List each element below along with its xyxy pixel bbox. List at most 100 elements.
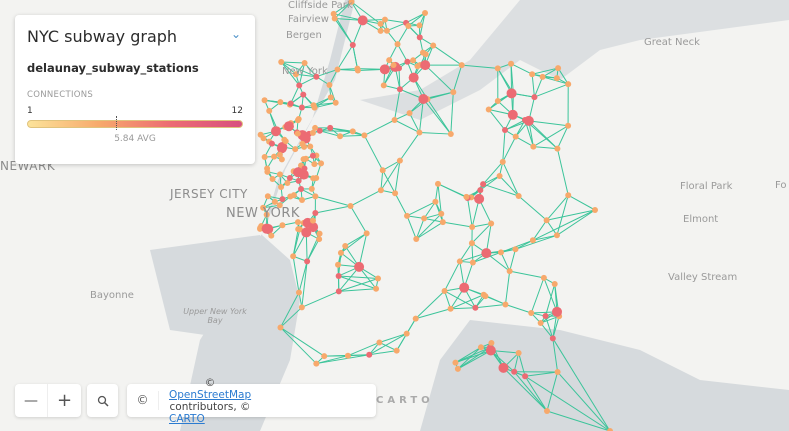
station-node[interactable] <box>348 0 355 5</box>
station-node[interactable] <box>421 215 428 222</box>
station-node[interactable] <box>511 368 518 375</box>
station-node[interactable] <box>334 66 341 73</box>
station-node[interactable] <box>377 187 384 194</box>
station-node[interactable] <box>494 65 501 72</box>
station-node[interactable] <box>468 240 475 247</box>
station-node[interactable] <box>313 360 320 367</box>
station-node[interactable] <box>381 16 388 23</box>
station-node[interactable] <box>488 220 495 227</box>
station-node[interactable] <box>441 287 448 294</box>
station-node[interactable] <box>270 126 281 137</box>
station-node[interactable] <box>312 124 319 131</box>
zoom-out-button[interactable]: — <box>15 384 48 417</box>
station-node[interactable] <box>295 226 302 233</box>
station-node[interactable] <box>354 67 361 74</box>
station-node[interactable] <box>295 177 302 184</box>
station-node[interactable] <box>318 160 325 167</box>
station-node[interactable] <box>463 193 470 200</box>
station-node[interactable] <box>379 64 390 75</box>
station-node[interactable] <box>393 347 400 354</box>
station-node[interactable] <box>264 193 271 200</box>
station-node[interactable] <box>327 94 334 101</box>
station-node[interactable] <box>342 242 349 249</box>
station-node[interactable] <box>264 165 271 172</box>
station-node[interactable] <box>406 110 413 117</box>
station-node[interactable] <box>447 305 454 312</box>
station-node[interactable] <box>512 246 519 253</box>
station-node[interactable] <box>390 61 397 68</box>
station-node[interactable] <box>299 140 306 147</box>
station-node[interactable] <box>542 313 549 320</box>
station-node[interactable] <box>494 97 501 104</box>
station-node[interactable] <box>554 145 561 152</box>
station-node[interactable] <box>271 198 278 205</box>
station-node[interactable] <box>260 204 267 211</box>
station-node[interactable] <box>420 60 431 71</box>
station-node[interactable] <box>295 115 302 122</box>
station-node[interactable] <box>553 75 560 82</box>
station-node[interactable] <box>419 49 426 56</box>
station-node[interactable] <box>522 373 529 380</box>
station-node[interactable] <box>357 15 368 26</box>
station-node[interactable] <box>392 190 399 197</box>
station-node[interactable] <box>454 365 461 372</box>
station-node[interactable] <box>380 82 387 89</box>
station-node[interactable] <box>354 261 365 272</box>
station-node[interactable] <box>480 291 487 298</box>
station-node[interactable] <box>293 167 304 178</box>
station-node[interactable] <box>302 172 309 179</box>
station-node[interactable] <box>268 140 275 147</box>
station-node[interactable] <box>554 369 561 376</box>
station-node[interactable] <box>276 171 283 178</box>
station-node[interactable] <box>472 304 479 311</box>
station-node[interactable] <box>416 22 423 29</box>
station-node[interactable] <box>531 94 538 101</box>
station-node[interactable] <box>276 151 283 158</box>
station-node[interactable] <box>469 223 476 230</box>
station-node[interactable] <box>287 100 294 107</box>
station-node[interactable] <box>438 210 445 217</box>
station-node[interactable] <box>477 187 484 194</box>
station-node[interactable] <box>416 34 423 41</box>
station-node[interactable] <box>276 143 287 154</box>
station-node[interactable] <box>512 133 519 140</box>
station-node[interactable] <box>290 192 297 199</box>
station-node[interactable] <box>391 117 398 124</box>
station-node[interactable] <box>261 153 268 160</box>
station-node[interactable] <box>528 309 535 316</box>
station-node[interactable] <box>330 10 337 17</box>
station-node[interactable] <box>376 339 383 346</box>
station-node[interactable] <box>430 42 437 49</box>
station-node[interactable] <box>477 344 484 351</box>
station-node[interactable] <box>537 320 544 327</box>
station-node[interactable] <box>310 102 317 109</box>
station-node[interactable] <box>456 258 463 265</box>
station-node[interactable] <box>507 109 518 120</box>
station-node[interactable] <box>309 152 316 159</box>
station-node[interactable] <box>565 122 572 129</box>
station-node[interactable] <box>344 352 351 359</box>
station-node[interactable] <box>529 237 536 244</box>
station-node[interactable] <box>284 180 291 187</box>
station-node[interactable] <box>499 158 506 165</box>
station-node[interactable] <box>304 258 311 265</box>
station-node[interactable] <box>394 41 401 48</box>
station-node[interactable] <box>383 27 390 34</box>
station-node[interactable] <box>271 153 278 160</box>
station-node[interactable] <box>488 340 495 347</box>
station-node[interactable] <box>298 304 305 311</box>
station-node[interactable] <box>458 62 465 69</box>
station-node[interactable] <box>366 351 373 358</box>
station-node[interactable] <box>292 71 299 78</box>
station-node[interactable] <box>316 127 323 134</box>
station-node[interactable] <box>312 210 319 217</box>
station-node[interactable] <box>377 20 384 27</box>
station-node[interactable] <box>404 212 411 219</box>
station-node[interactable] <box>277 324 284 331</box>
station-node[interactable] <box>474 193 485 204</box>
station-node[interactable] <box>439 219 446 226</box>
station-node[interactable] <box>261 223 272 234</box>
station-node[interactable] <box>279 222 286 229</box>
station-node[interactable] <box>335 272 342 279</box>
station-node[interactable] <box>308 222 319 233</box>
